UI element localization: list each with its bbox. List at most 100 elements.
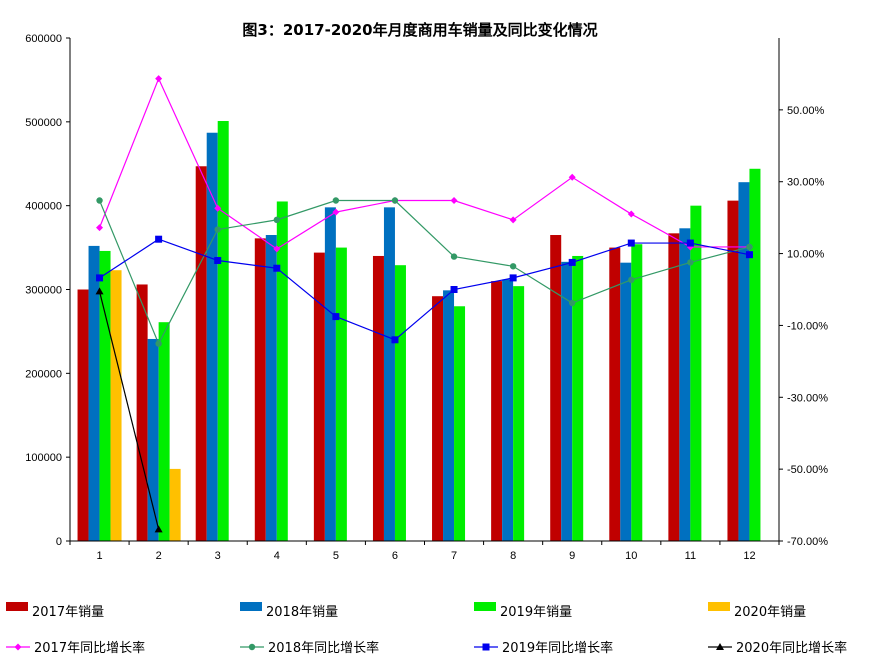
point	[450, 253, 458, 260]
bar	[491, 281, 503, 541]
x-tick-label: 2	[156, 550, 162, 562]
bar	[169, 468, 181, 541]
point	[568, 173, 576, 181]
point	[509, 274, 517, 282]
x-tick-label: 11	[685, 550, 696, 562]
left-tick-label: 0	[56, 536, 62, 548]
x-tick-label: 12	[743, 550, 755, 562]
x-tick-label: 10	[625, 550, 637, 562]
point	[568, 258, 576, 266]
bar	[383, 207, 395, 542]
point	[628, 276, 635, 284]
bar	[572, 255, 584, 541]
point	[687, 259, 694, 266]
x-tick-label: 4	[274, 550, 280, 562]
point	[273, 245, 281, 253]
bar	[77, 289, 89, 541]
legend-label: 2019年同比增长率	[502, 640, 613, 656]
point	[95, 287, 104, 295]
point	[155, 340, 162, 347]
bar	[110, 270, 122, 541]
bar	[749, 168, 761, 541]
bar	[394, 265, 406, 541]
bar	[727, 200, 739, 542]
bar	[738, 182, 750, 541]
x-tick-label: 8	[510, 550, 516, 562]
point	[627, 210, 635, 218]
bar	[432, 296, 444, 541]
bar	[679, 228, 691, 541]
right-tick-label: 10.00%	[787, 249, 825, 261]
plot-area	[77, 75, 761, 542]
left-tick-label: 600000	[25, 33, 62, 45]
x-tick-label: 1	[96, 550, 102, 562]
left-tick-label: 300000	[25, 285, 62, 297]
bar	[276, 201, 288, 541]
point	[214, 226, 221, 233]
bar-series	[88, 132, 750, 542]
point	[214, 256, 222, 264]
series-line	[99, 238, 750, 341]
bar	[206, 132, 218, 541]
legend: 2017年销量 2018年销量 2019年销量 2020年销量 2017年同比增长率 20…	[6, 602, 847, 656]
right-tick-label: -30.00%	[787, 392, 828, 404]
bar	[443, 290, 455, 541]
line-series	[95, 287, 163, 533]
bar-series	[99, 120, 761, 542]
point	[450, 286, 458, 293]
bar	[313, 252, 325, 541]
bar	[136, 284, 148, 541]
bar	[147, 338, 159, 541]
bar	[690, 205, 702, 541]
right-tick-label: 50.00%	[787, 105, 825, 117]
point	[450, 197, 458, 205]
bar	[195, 166, 207, 541]
bar	[550, 235, 562, 541]
bar	[620, 262, 632, 541]
point	[391, 197, 399, 204]
x-tick-label: 7	[451, 550, 457, 562]
bar	[454, 306, 466, 541]
point	[155, 235, 163, 243]
point	[154, 525, 163, 533]
line-series	[96, 75, 753, 253]
legend-label: 2020年同比增长率	[736, 640, 847, 656]
legend-label: 2019年销量	[500, 605, 572, 620]
legend-label: 2020年销量	[734, 605, 806, 620]
point	[509, 263, 517, 270]
right-tick-label: -70.00%	[787, 536, 828, 548]
axes: 0 100000 200000 300000 400000 500000 600000 -70…	[25, 33, 828, 562]
point	[332, 197, 340, 204]
bar	[158, 322, 170, 541]
bar	[254, 238, 266, 541]
point	[273, 216, 280, 224]
point	[746, 243, 753, 251]
point	[214, 204, 222, 212]
point	[96, 197, 103, 204]
line-series	[96, 197, 753, 347]
point	[273, 264, 281, 272]
x-tick-label: 6	[392, 550, 398, 562]
point	[96, 274, 104, 282]
point	[332, 208, 340, 216]
bar	[372, 255, 384, 541]
point	[686, 239, 694, 247]
legend-swatch	[6, 602, 28, 611]
point	[155, 75, 163, 83]
legend-label: 2018年同比增长率	[268, 640, 379, 656]
bar	[88, 245, 100, 541]
bar-series	[110, 270, 181, 541]
right-tick-label: -10.00%	[787, 320, 828, 332]
point	[569, 299, 576, 307]
bar	[99, 250, 111, 542]
bar	[513, 286, 525, 541]
legend-swatch	[240, 602, 262, 611]
point	[96, 224, 104, 232]
bar	[609, 247, 621, 542]
point	[482, 643, 490, 651]
series-line	[98, 77, 750, 250]
point	[509, 216, 517, 224]
legend-label: 2017年销量	[32, 605, 104, 620]
x-tick-label: 3	[215, 550, 221, 562]
point	[745, 251, 753, 259]
